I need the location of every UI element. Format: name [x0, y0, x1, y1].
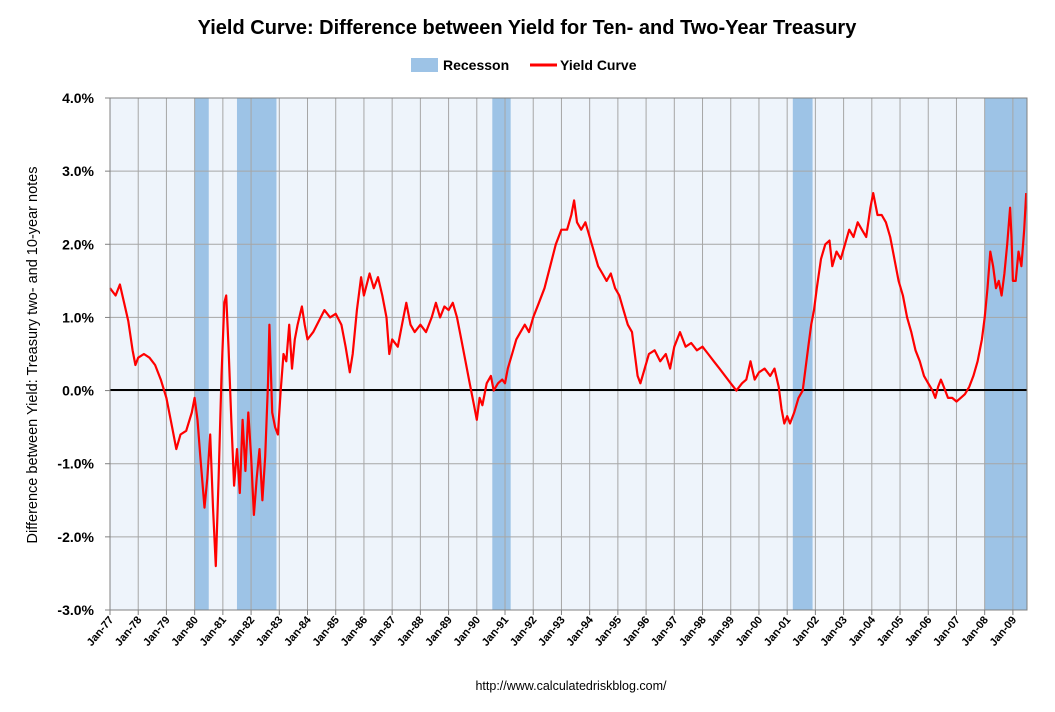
x-tick-label: Jan-81 [198, 614, 230, 648]
x-tick-label: Jan-88 [395, 614, 427, 648]
recession-band [792, 98, 813, 610]
x-tick-label: Jan-07 [931, 614, 963, 648]
x-tick-label: Jan-96 [621, 614, 653, 648]
y-tick-label: -2.0% [57, 529, 94, 545]
y-tick-label: 0.0% [62, 383, 94, 399]
x-tick-label: Jan-02 [790, 614, 822, 648]
x-tick-label: Jan-78 [113, 614, 145, 648]
yield-curve-line [109, 192, 1028, 568]
legend-swatch-recession [411, 58, 438, 72]
x-tick-label: Jan-01 [762, 614, 794, 648]
x-tick-label: Jan-99 [705, 614, 737, 648]
x-tick-label: Jan-97 [649, 614, 681, 648]
legend-label-recession: Recesson [443, 57, 509, 73]
x-tick-label: Jan-04 [847, 614, 879, 649]
recession-band [492, 98, 511, 610]
x-tick-label: Jan-77 [85, 614, 117, 648]
y-tick-label: -3.0% [57, 602, 94, 618]
y-tick-label: 3.0% [62, 163, 94, 179]
x-tick-label: Jan-06 [903, 614, 935, 648]
x-tick-label: Jan-08 [959, 614, 991, 648]
plot-area-border [109, 97, 1028, 611]
x-tick-label: Jan-89 [423, 614, 455, 648]
chart-title: Yield Curve: Difference between Yield fo… [198, 17, 858, 39]
y-axis-ticks: 4.0% 3.0% 2.0% 1.0% 0.0% -1.0% -2.0% -3.0% [57, 90, 110, 618]
x-tick-label: Jan-83 [254, 614, 286, 648]
y-axis-label: Difference between Yield: Treasury two- … [25, 167, 41, 544]
x-tick-label: Jan-95 [593, 614, 625, 648]
x-tick-label: Jan-92 [508, 614, 540, 648]
legend: Recesson Yield Curve [411, 57, 637, 73]
x-tick-label: Jan-85 [310, 614, 342, 648]
x-tick-label: Jan-90 [451, 614, 483, 648]
y-tick-label: 2.0% [62, 236, 94, 252]
source-url: http://www.calculatedriskblog.com/ [475, 679, 667, 693]
x-tick-label: Jan-94 [564, 614, 596, 649]
x-tick-label: Jan-93 [536, 614, 568, 648]
legend-label-yield-curve: Yield Curve [560, 57, 637, 73]
x-tick-label: Jan-79 [141, 614, 173, 648]
x-tick-label: Jan-80 [169, 614, 201, 648]
x-tick-label: Jan-84 [282, 614, 314, 649]
x-tick-label: Jan-98 [677, 614, 709, 648]
x-tick-label: Jan-82 [226, 614, 258, 648]
x-tick-label: Jan-86 [339, 614, 371, 648]
x-tick-label: Jan-05 [875, 614, 907, 648]
x-tick-label: Jan-03 [818, 614, 850, 648]
x-tick-label: Jan-87 [367, 614, 399, 648]
recession-bands [194, 98, 1027, 610]
y-tick-label: 1.0% [62, 309, 94, 325]
x-tick-label: Jan-91 [480, 614, 512, 648]
recession-band [194, 98, 209, 610]
x-tick-label: Jan-00 [734, 614, 766, 648]
x-axis-ticks: Jan-77Jan-78Jan-79Jan-80Jan-81Jan-82Jan-… [85, 610, 1019, 649]
y-tick-label: -1.0% [57, 456, 94, 472]
recession-band [984, 98, 1027, 610]
y-tick-label: 4.0% [62, 90, 94, 106]
x-tick-label: Jan-09 [988, 614, 1020, 648]
